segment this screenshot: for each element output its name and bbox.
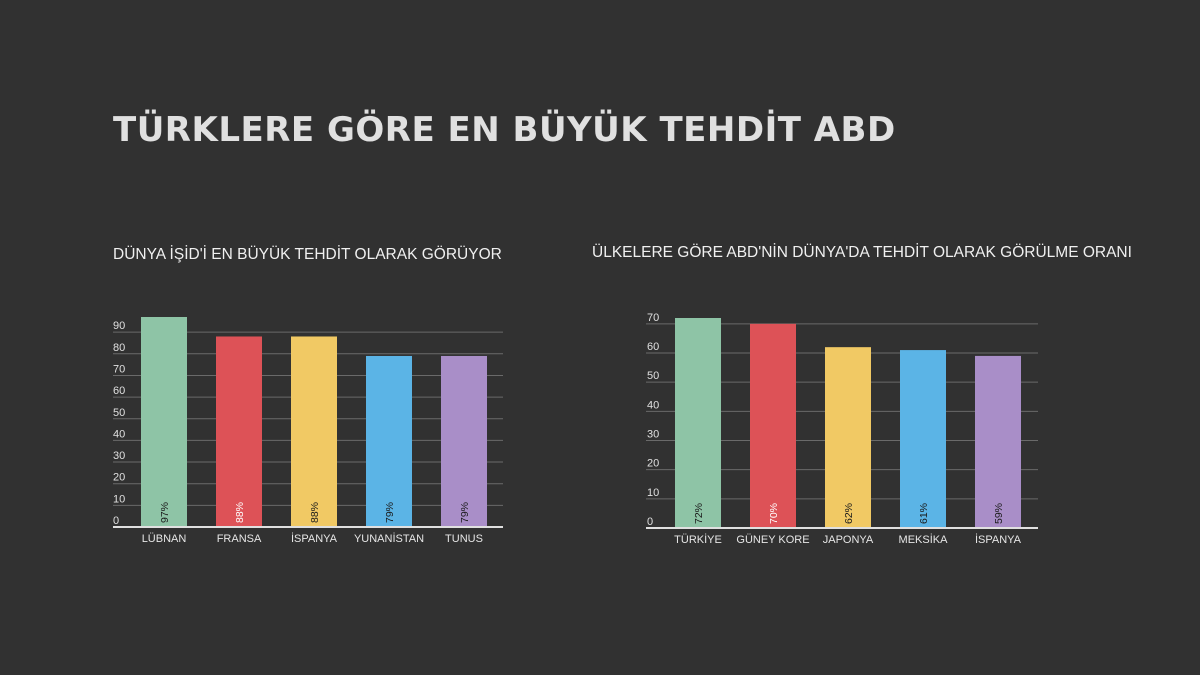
x-category-label: MEKSİKA xyxy=(899,533,949,546)
y-tick-label: 40 xyxy=(647,399,659,411)
data-label: 61% xyxy=(918,503,930,524)
y-tick-label: 20 xyxy=(647,458,659,470)
bar xyxy=(441,355,487,527)
y-tick-label: 80 xyxy=(113,342,125,354)
bar xyxy=(675,318,721,528)
chart-1-title: DÜNYA İŞİD'İ EN BÜYÜK TEHDİT OLARAK GÖRÜ… xyxy=(113,246,502,263)
x-category-label: YUNANİSTAN xyxy=(354,532,424,545)
bar xyxy=(366,355,412,527)
x-category-label: İSPANYA xyxy=(975,533,1022,546)
page-title: TÜRKLERE GÖRE EN BÜYÜK TEHDİT ABD xyxy=(113,110,896,150)
bar xyxy=(975,355,1021,528)
data-label: 59% xyxy=(993,503,1005,524)
data-label: 62% xyxy=(843,503,855,524)
data-label: 79% xyxy=(459,502,471,523)
x-category-label: FRANSA xyxy=(217,533,262,545)
bar xyxy=(900,350,946,528)
bar xyxy=(216,336,262,527)
x-category-label: JAPONYA xyxy=(823,534,874,546)
x-category-label: İSPANYA xyxy=(291,532,338,545)
y-tick-label: 0 xyxy=(647,516,653,528)
x-category-label: GÜNEY KORE xyxy=(736,534,809,546)
y-tick-label: 10 xyxy=(113,493,125,505)
y-tick-label: 70 xyxy=(647,312,659,324)
y-tick-label: 70 xyxy=(113,363,125,375)
y-tick-label: 60 xyxy=(113,385,125,397)
y-tick-label: 20 xyxy=(113,472,125,484)
y-tick-label: 40 xyxy=(113,428,125,440)
data-label: 88% xyxy=(309,502,321,523)
chart-1-isid-threat: 0 10 20 30 40 50 60 70 80 90 97% LÜBNAN 88% FRANSA 88%… xyxy=(113,317,503,545)
data-label: 97% xyxy=(159,502,171,523)
x-category-label: TÜRKİYE xyxy=(674,533,722,546)
y-tick-label: 60 xyxy=(647,341,659,353)
y-tick-label: 90 xyxy=(113,320,125,332)
y-tick-label: 50 xyxy=(113,407,125,419)
data-label: 72% xyxy=(693,503,705,524)
y-tick-label: 10 xyxy=(647,487,659,499)
y-tick-label: 30 xyxy=(113,450,125,462)
bar xyxy=(750,323,796,528)
chart-2-usa-threat: 0 10 20 30 40 50 60 70 72% TÜRKİYE 70% GÜNEY KORE 62… xyxy=(646,312,1038,546)
bar xyxy=(291,336,337,527)
bar xyxy=(141,317,187,527)
bar xyxy=(825,347,871,528)
x-category-label: TUNUS xyxy=(445,533,483,545)
y-tick-label: 50 xyxy=(647,370,659,382)
data-label: 88% xyxy=(234,502,246,523)
x-category-label: LÜBNAN xyxy=(142,533,187,545)
y-tick-label: 0 xyxy=(113,515,119,527)
data-label: 79% xyxy=(384,502,396,523)
data-label: 70% xyxy=(768,503,780,524)
y-tick-label: 30 xyxy=(647,429,659,441)
chart-2-title: ÜLKELERE GÖRE ABD'NİN DÜNYA'DA TEHDİT OL… xyxy=(592,244,1132,261)
